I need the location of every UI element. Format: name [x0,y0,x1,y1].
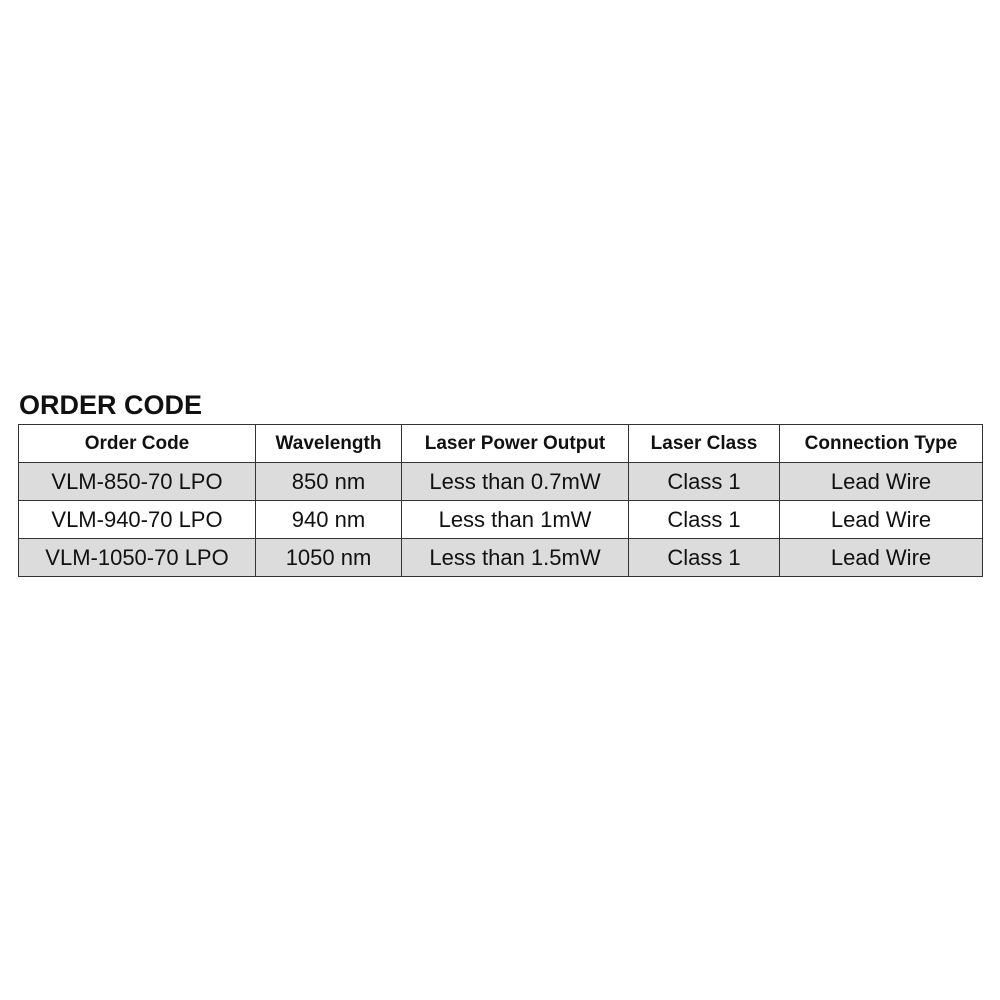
cell-power: Less than 1mW [401,500,629,539]
table-row: VLM-940-70 LPO 940 nm Less than 1mW Clas… [18,500,983,539]
table-row: VLM-1050-70 LPO 1050 nm Less than 1.5mW … [18,538,983,577]
cell-wavelength: 940 nm [255,500,402,539]
cell-class: Class 1 [628,500,780,539]
cell-power: Less than 1.5mW [401,538,629,577]
cell-order-code: VLM-940-70 LPO [18,500,256,539]
order-code-table: Order Code Wavelength Laser Power Output… [18,424,983,577]
header-laser-power-output: Laser Power Output [401,424,629,463]
section-title: ORDER CODE [19,390,203,420]
header-connection-type: Connection Type [779,424,983,463]
cell-order-code: VLM-1050-70 LPO [18,538,256,577]
header-order-code: Order Code [18,424,256,463]
cell-connection: Lead Wire [779,538,983,577]
table-row: VLM-850-70 LPO 850 nm Less than 0.7mW Cl… [18,462,983,501]
header-laser-class: Laser Class [628,424,780,463]
cell-connection: Lead Wire [779,500,983,539]
cell-connection: Lead Wire [779,462,983,501]
cell-wavelength: 1050 nm [255,538,402,577]
header-row: Order Code Wavelength Laser Power Output… [18,424,983,463]
cell-class: Class 1 [628,538,780,577]
cell-class: Class 1 [628,462,780,501]
cell-power: Less than 0.7mW [401,462,629,501]
cell-wavelength: 850 nm [255,462,402,501]
cell-order-code: VLM-850-70 LPO [18,462,256,501]
header-wavelength: Wavelength [255,424,402,463]
